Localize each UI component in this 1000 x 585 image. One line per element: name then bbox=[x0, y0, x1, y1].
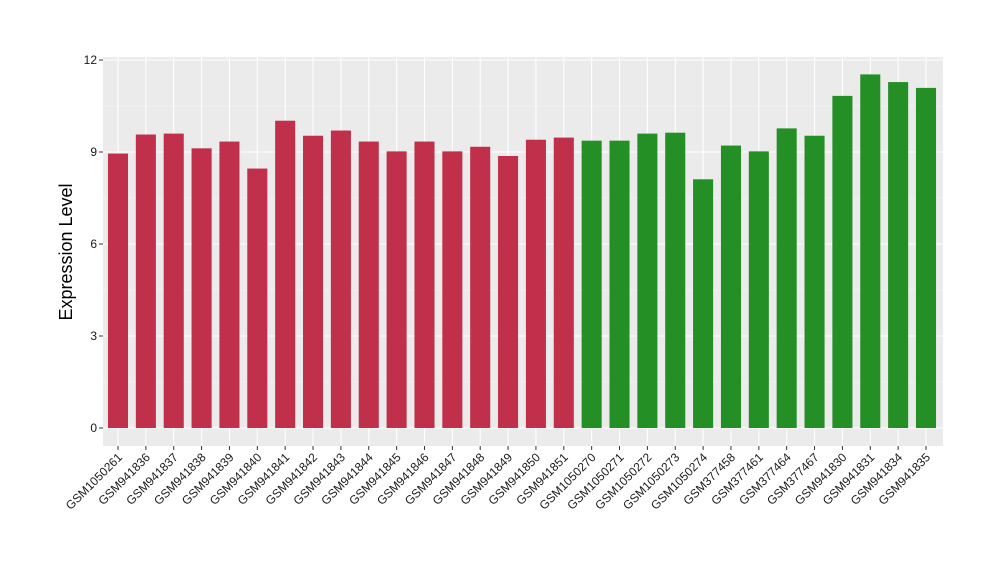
y-axis-title: Expression Level bbox=[56, 183, 76, 320]
bar-GSM941841 bbox=[275, 120, 296, 428]
bar-GSM377464 bbox=[776, 128, 797, 429]
y-tick-label: 0 bbox=[90, 421, 97, 435]
bar-GSM1050270 bbox=[581, 140, 602, 429]
bar-GSM941849 bbox=[498, 155, 519, 428]
bar-GSM941835 bbox=[915, 87, 937, 428]
bar-GSM941848 bbox=[470, 146, 491, 428]
plot-panel bbox=[103, 57, 943, 446]
bar-GSM941845 bbox=[386, 151, 407, 429]
y-axis: 0 3 6 9 12 bbox=[84, 53, 103, 435]
y-tick-label: 9 bbox=[90, 145, 97, 159]
bar-GSM1050261 bbox=[107, 153, 129, 429]
bar-GSM1050272 bbox=[637, 133, 658, 428]
y-tick-label: 12 bbox=[84, 53, 98, 67]
bar-GSM941838 bbox=[191, 148, 212, 428]
bar-GSM941837 bbox=[163, 133, 184, 428]
bar-GSM941850 bbox=[525, 139, 546, 428]
bar-GSM941840 bbox=[247, 168, 268, 428]
bar-GSM941846 bbox=[414, 141, 435, 428]
bar-GSM941843 bbox=[330, 130, 351, 429]
x-axis: GSM1050261GSM941836GSM941837GSM941838GSM… bbox=[63, 446, 933, 512]
bar-GSM941851 bbox=[553, 137, 574, 428]
bar-GSM1050274 bbox=[693, 179, 714, 428]
bar-GSM941830 bbox=[832, 95, 853, 428]
bar-GSM377467 bbox=[804, 135, 825, 428]
bars bbox=[107, 74, 937, 429]
bar-GSM1050271 bbox=[609, 140, 630, 429]
bar-GSM941842 bbox=[303, 135, 324, 428]
y-tick-label: 3 bbox=[90, 329, 97, 343]
bar-GSM941834 bbox=[888, 82, 909, 428]
bar-GSM941831 bbox=[860, 74, 881, 428]
bar-GSM941847 bbox=[442, 151, 463, 429]
bar-GSM941836 bbox=[135, 134, 156, 428]
bar-GSM377458 bbox=[720, 145, 741, 428]
bar-GSM1050273 bbox=[665, 132, 686, 428]
bar-GSM941844 bbox=[358, 141, 379, 428]
bar-GSM377461 bbox=[748, 151, 769, 429]
y-tick-label: 6 bbox=[90, 237, 97, 251]
bar-GSM941839 bbox=[219, 141, 240, 428]
